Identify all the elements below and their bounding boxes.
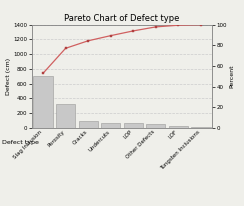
Y-axis label: Percent: Percent [230,64,235,88]
Bar [146,124,165,128]
Bar [79,121,98,128]
Bar [191,127,211,128]
Bar [101,123,120,128]
Y-axis label: Defect (cm): Defect (cm) [6,58,11,95]
Bar [169,126,188,128]
Bar [56,104,75,128]
Bar [33,76,53,128]
Bar [124,123,143,128]
Text: Defect type: Defect type [2,140,39,145]
Title: Pareto Chart of Defect type: Pareto Chart of Defect type [64,14,180,22]
